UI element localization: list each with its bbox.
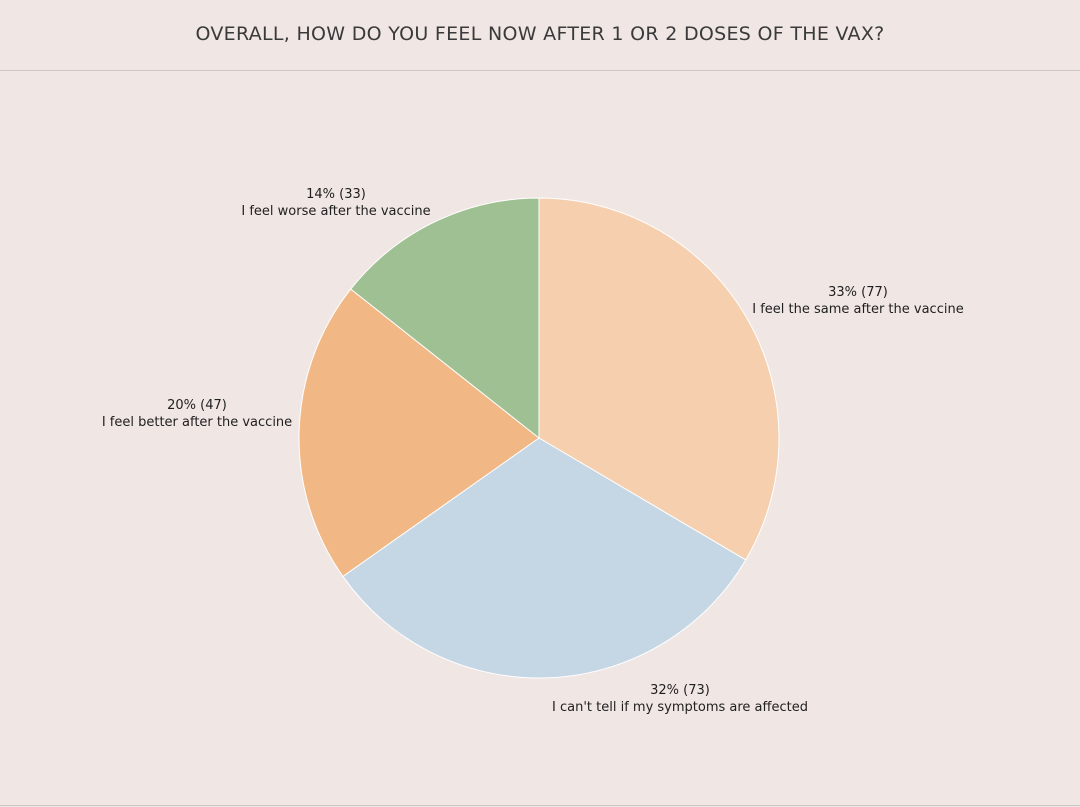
pie-slice xyxy=(538,197,780,561)
pie-slice xyxy=(342,437,747,679)
pie-labels: 33% (77) I feel the same after the vaccin… xyxy=(102,187,964,715)
slice-category-label: I can't tell if my symptoms are affected xyxy=(552,700,808,715)
slice-category-label: I feel worse after the vaccine xyxy=(241,204,430,219)
slice-category-label: I feel the same after the vaccine xyxy=(752,302,963,317)
chart-title: OVERALL, HOW DO YOU FEEL NOW AFTER 1 OR … xyxy=(195,23,885,45)
slice-value-label: 33% (77) xyxy=(828,285,888,300)
slice-value-label: 32% (73) xyxy=(650,683,710,698)
bottom-divider xyxy=(0,805,1080,806)
pie-slice xyxy=(298,288,540,578)
pie-slices xyxy=(298,197,780,679)
slice-value-label: 20% (47) xyxy=(167,398,227,413)
slice-category-label: I feel better after the vaccine xyxy=(102,415,292,430)
pie-slice xyxy=(350,197,540,440)
slice-value-label: 14% (33) xyxy=(306,187,366,202)
chart-header: OVERALL, HOW DO YOU FEEL NOW AFTER 1 OR … xyxy=(0,0,1080,71)
